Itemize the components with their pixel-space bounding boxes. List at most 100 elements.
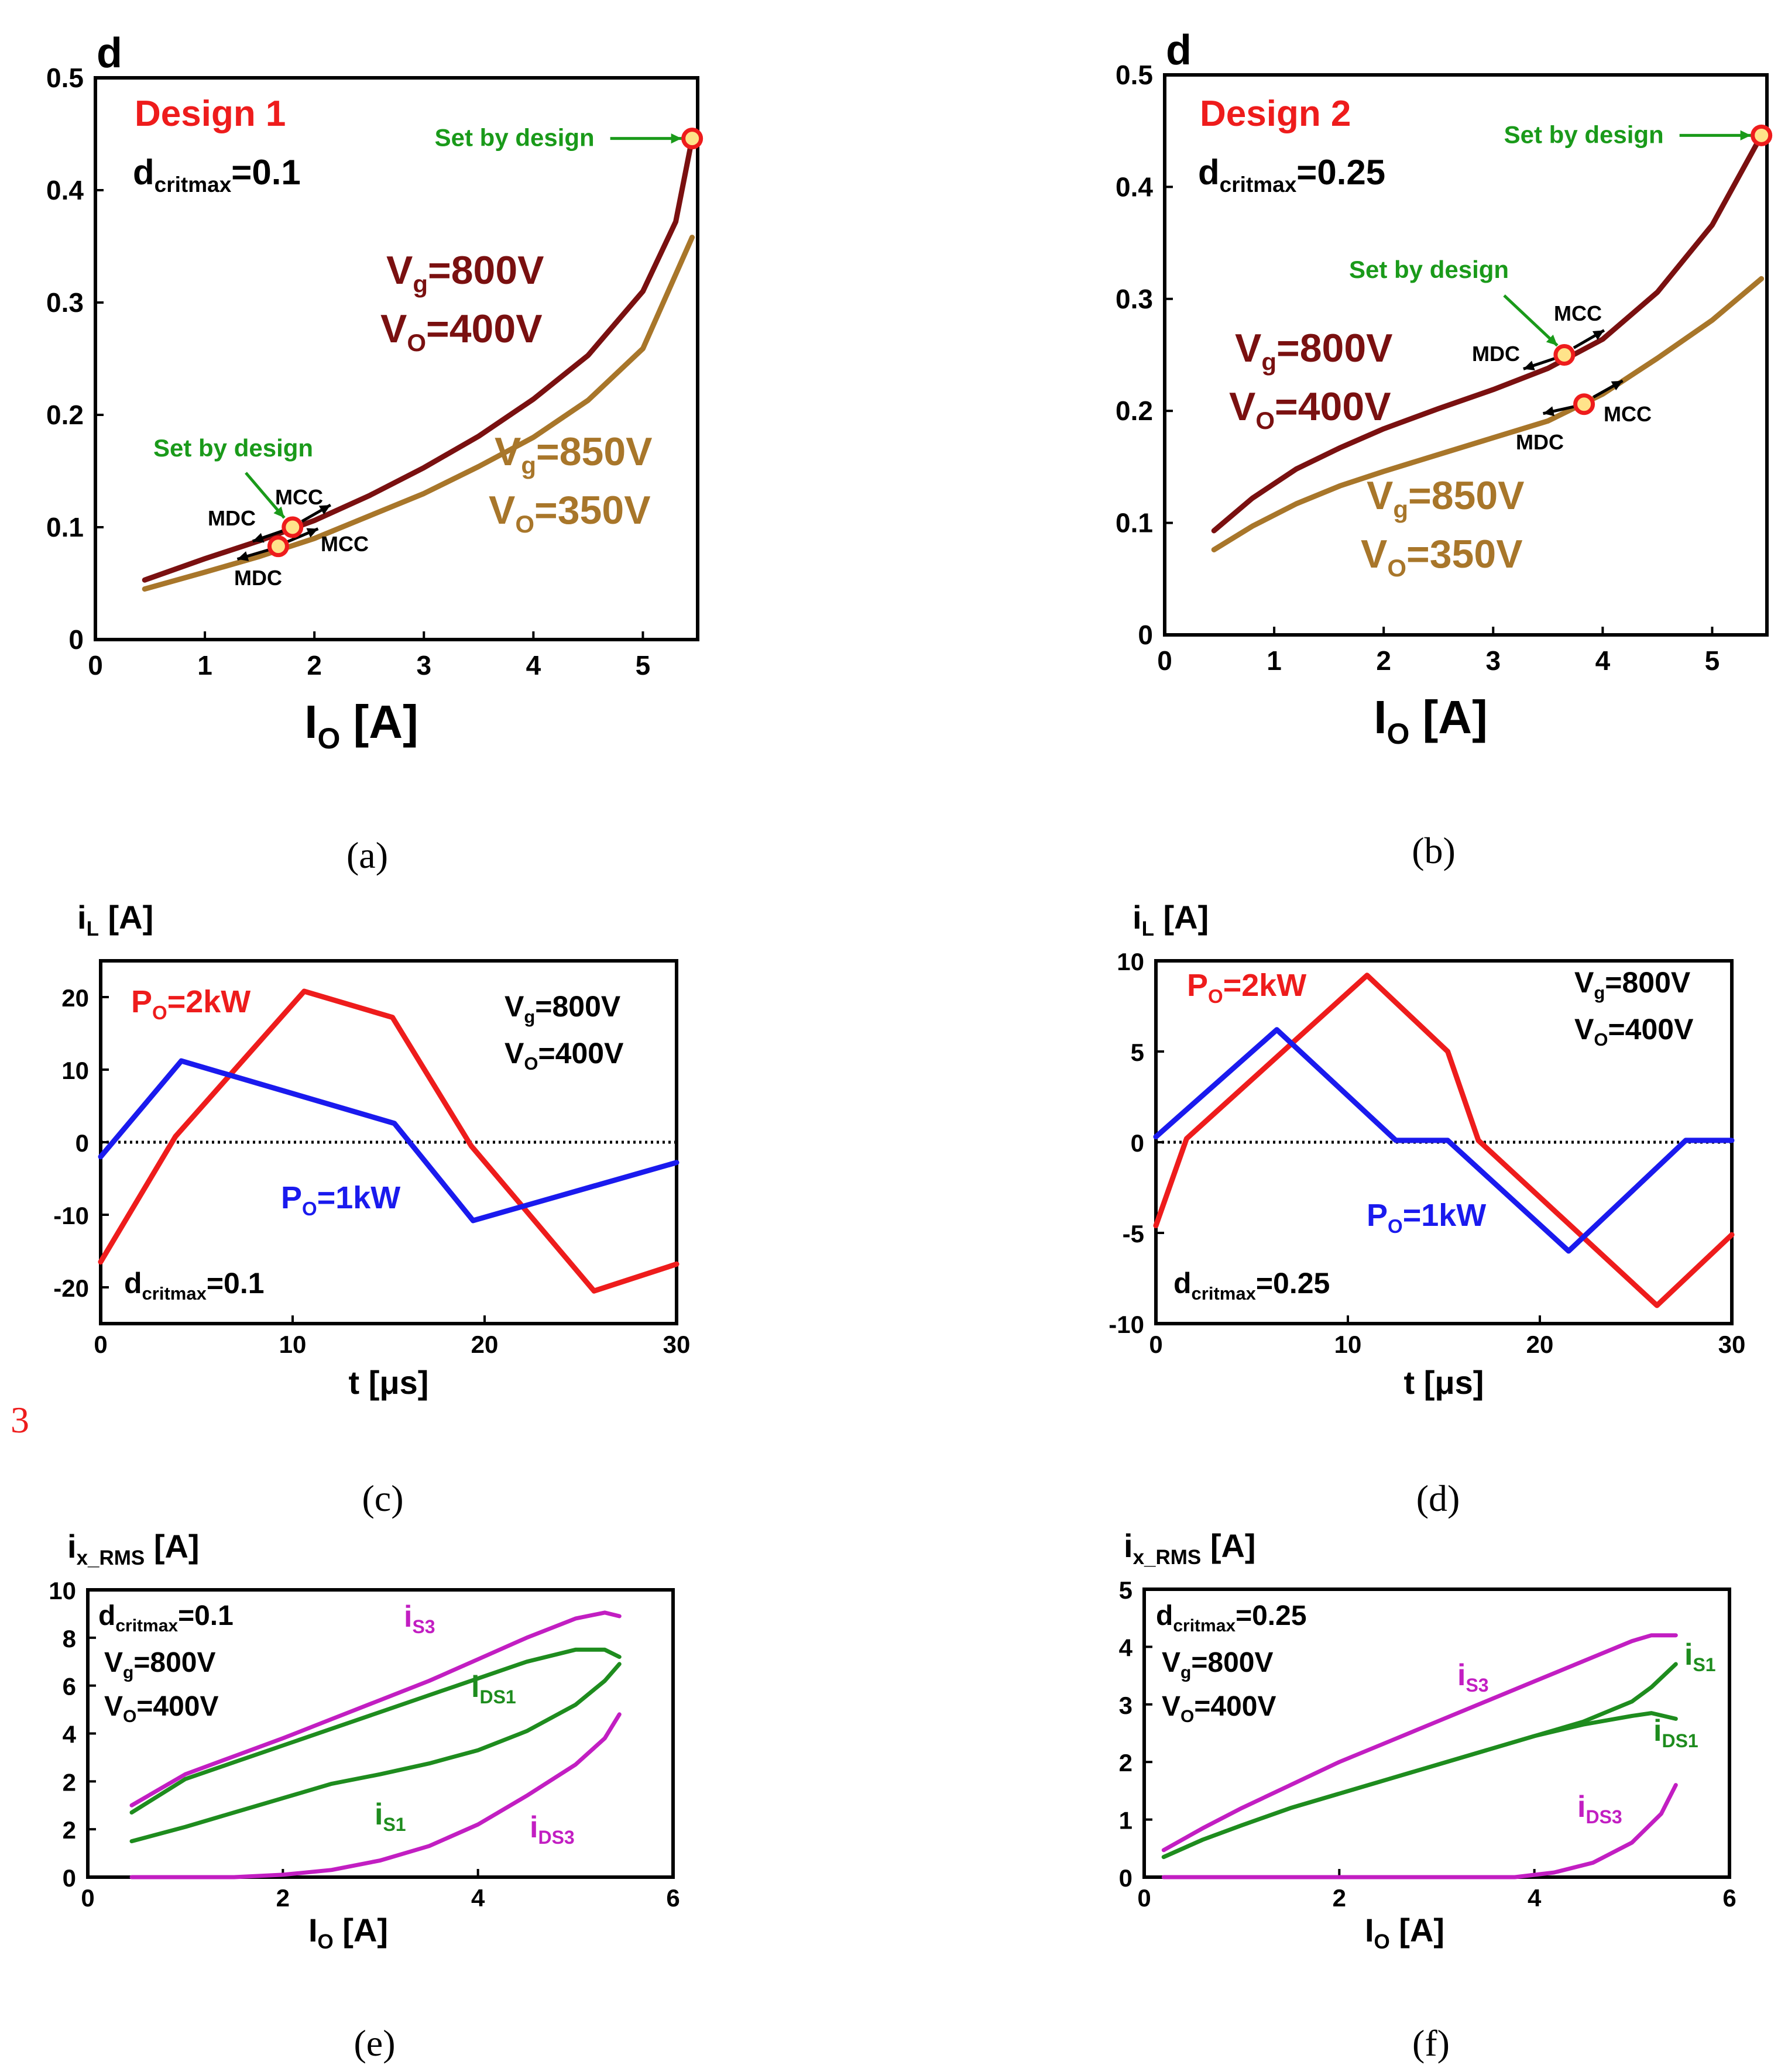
y-tick-label: 0.4 bbox=[1116, 171, 1153, 202]
x-axis-label: t [μs] bbox=[349, 1364, 429, 1401]
y-tick-label: 0.2 bbox=[1116, 396, 1153, 426]
design-label: Design 2 bbox=[1200, 94, 1351, 134]
y-tick-label: 10 bbox=[49, 1577, 76, 1604]
series-label-vg: Vg=850V bbox=[495, 429, 653, 479]
mcc-arrow-head bbox=[1611, 380, 1623, 391]
condition-vo: VO=400V bbox=[1162, 1691, 1276, 1726]
y-tick-label: 5 bbox=[1131, 1039, 1144, 1066]
y-tick-label: 4 bbox=[63, 1721, 77, 1748]
chart-panel-a: 0 1 2 3 4 5 0 0.1 0.2 0.3 0.4 0.5 d IO [A] (a) Vg=800V V… bbox=[46, 30, 703, 876]
y-tick-label: 20 bbox=[61, 984, 89, 1012]
x-tick-label: 4 bbox=[471, 1884, 485, 1912]
x-tick-label: 0 bbox=[1137, 1884, 1151, 1912]
y-tick-label: 0 bbox=[68, 624, 84, 655]
series-line-po-1kw bbox=[1153, 1027, 1735, 1254]
dcrit-label: dcritmax=0.25 bbox=[1198, 153, 1385, 197]
chart-panel-b: 0 1 2 3 4 5 0 0.1 0.2 0.3 0.4 0.5 d IO [A] (b) Vg=800V V… bbox=[1116, 27, 1773, 871]
x-tick-label: 6 bbox=[666, 1884, 679, 1912]
annotation-arrow bbox=[1503, 294, 1559, 347]
series-label-ids3: iDS3 bbox=[530, 1810, 575, 1848]
y-tick-label: 0.5 bbox=[1116, 60, 1153, 90]
x-axis-label: IO [A] bbox=[304, 696, 418, 755]
dcrit-label: dcritmax=0.1 bbox=[98, 1600, 234, 1635]
y-tick-label: -20 bbox=[53, 1274, 89, 1302]
panel-caption: (c) bbox=[362, 1477, 403, 1519]
series-line-vg850-vo350 bbox=[142, 235, 695, 592]
x-tick-label: 2 bbox=[1333, 1884, 1346, 1912]
x-tick-label: 0 bbox=[1149, 1331, 1162, 1358]
x-tick-label: 3 bbox=[1485, 645, 1501, 676]
x-tick-label: 4 bbox=[526, 650, 541, 681]
operating-point-marker bbox=[1553, 344, 1576, 366]
x-tick-label: 2 bbox=[276, 1884, 290, 1912]
mcc-label: MCC bbox=[1604, 402, 1652, 426]
x-axis-label: IO [A] bbox=[1374, 691, 1487, 750]
y-tick-label: 0 bbox=[75, 1129, 89, 1157]
mcc-arrow-head bbox=[1592, 330, 1604, 341]
dcrit-label: dcritmax=0.25 bbox=[1156, 1600, 1307, 1635]
y-axis-label: iL [A] bbox=[1132, 899, 1209, 940]
x-tick-label: 1 bbox=[197, 650, 212, 681]
y-tick-label: 1 bbox=[1119, 1807, 1132, 1834]
panel-caption: (f) bbox=[1412, 2022, 1450, 2064]
y-tick-label: -10 bbox=[53, 1202, 89, 1229]
mdc-label: MDC bbox=[208, 506, 256, 530]
y-tick-label: 2 bbox=[63, 1768, 76, 1796]
condition-vo: VO=400V bbox=[1574, 1013, 1694, 1050]
x-tick-label: 4 bbox=[1595, 645, 1611, 676]
x-axis-label: t [μs] bbox=[1404, 1364, 1484, 1401]
plot-frame bbox=[94, 76, 699, 641]
chart-panel-d: 0 10 20 30 -10 -5 0 5 10 iL [A] t [μs] (d) Vg=800V VO… bbox=[1109, 899, 1745, 1519]
y-axis-label: d bbox=[1166, 27, 1192, 74]
series-label-vo: VO=350V bbox=[1361, 532, 1523, 582]
series-label-is3: iS3 bbox=[1457, 1658, 1489, 1696]
operating-point-marker bbox=[267, 535, 289, 558]
mdc-label: MDC bbox=[1472, 342, 1520, 366]
y-axis-label: d bbox=[97, 30, 122, 77]
y-tick-label: 10 bbox=[61, 1057, 89, 1084]
condition-vg: Vg=800V bbox=[104, 1647, 215, 1682]
mdc-arrow-head bbox=[252, 532, 265, 543]
y-tick-label: -10 bbox=[1109, 1311, 1144, 1338]
mcc-label: MCC bbox=[1554, 301, 1602, 325]
panel-caption: (e) bbox=[354, 2022, 395, 2064]
series-label-vg: Vg=800V bbox=[1235, 326, 1393, 376]
mdc-arrow-head bbox=[237, 551, 249, 561]
dcrit-label: dcritmax=0.1 bbox=[133, 153, 301, 197]
condition-vo: VO=400V bbox=[104, 1691, 219, 1726]
x-tick-label: 10 bbox=[1334, 1331, 1362, 1358]
x-tick-label: 0 bbox=[81, 1884, 94, 1912]
annotation-set-by-design: Set by design bbox=[1349, 256, 1509, 283]
side-mark: 3 bbox=[11, 1399, 29, 1441]
series-line-is3 bbox=[129, 1610, 622, 1808]
operating-point-marker bbox=[681, 128, 703, 150]
x-tick-label: 30 bbox=[663, 1331, 691, 1358]
y-tick-label: 0.2 bbox=[46, 400, 84, 430]
panel-caption: (a) bbox=[346, 834, 388, 876]
panel-caption: (d) bbox=[1416, 1477, 1460, 1519]
x-tick-label: 4 bbox=[1528, 1884, 1542, 1912]
x-tick-label: 5 bbox=[1705, 645, 1720, 676]
series-label-po-1kw: PO=1kW bbox=[1367, 1198, 1486, 1237]
series-line-ids3 bbox=[1161, 1783, 1678, 1879]
y-tick-label: 0.1 bbox=[1116, 508, 1153, 538]
mcc-arrow-head bbox=[318, 505, 331, 515]
series-label-po-2kw: PO=2kW bbox=[1187, 968, 1306, 1007]
y-tick-label: 4 bbox=[1119, 1634, 1133, 1661]
x-tick-label: 10 bbox=[279, 1331, 307, 1358]
x-tick-label: 0 bbox=[88, 650, 103, 681]
condition-vg: Vg=800V bbox=[1162, 1647, 1273, 1682]
annotation-set-by-design: Set by design bbox=[1504, 121, 1664, 148]
x-tick-label: 5 bbox=[636, 650, 651, 681]
mdc-label: MDC bbox=[1516, 430, 1564, 454]
x-tick-label: 20 bbox=[471, 1331, 499, 1358]
series-label-ids3: iDS3 bbox=[1577, 1790, 1622, 1827]
plot-frame bbox=[1163, 73, 1769, 637]
y-tick-label: 0.5 bbox=[46, 63, 84, 93]
x-tick-label: 2 bbox=[307, 650, 322, 681]
y-tick-label: 2 bbox=[1119, 1749, 1132, 1777]
y-tick-label: 3 bbox=[1119, 1692, 1132, 1719]
x-tick-label: 30 bbox=[1718, 1331, 1746, 1358]
mdc-arrow-head bbox=[1523, 360, 1535, 371]
